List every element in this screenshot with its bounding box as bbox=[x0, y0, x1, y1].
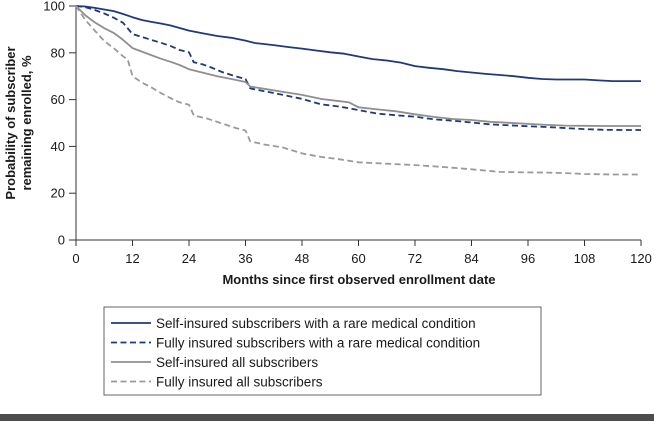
y-tick-label: 80 bbox=[51, 45, 65, 60]
x-tick-label: 84 bbox=[464, 251, 478, 266]
legend-label-4: Fully insured all subscribers bbox=[156, 375, 323, 390]
axes: 0 20 40 60 80 100 0 12 24 36 48 60 72 84 96 108 120 bbox=[43, 0, 652, 266]
x-tick-label: 96 bbox=[521, 251, 535, 266]
series-line-2 bbox=[75, 5, 641, 131]
y-tick-label: 20 bbox=[51, 186, 65, 201]
plot-lines bbox=[75, 5, 641, 176]
y-tick-label: 100 bbox=[43, 0, 65, 14]
x-tick-label: 108 bbox=[574, 251, 596, 266]
y-tick-label: 60 bbox=[51, 92, 65, 107]
series-line-4 bbox=[75, 5, 641, 176]
series-line-1 bbox=[75, 5, 641, 82]
y-tick-label: 0 bbox=[58, 233, 65, 248]
y-axis-title-line-1: Probability of subscriber bbox=[3, 46, 18, 199]
x-tick-label: 24 bbox=[182, 251, 196, 266]
x-tick-label: 36 bbox=[238, 251, 252, 266]
legend: Self-insured subscribers with a rare med… bbox=[103, 306, 542, 396]
x-tick-label: 60 bbox=[351, 251, 365, 266]
legend-label-3: Self-insured all subscribers bbox=[156, 355, 318, 370]
x-tick-label: 72 bbox=[408, 251, 422, 266]
x-axis-title: Months since first observed enrollment d… bbox=[222, 272, 495, 287]
x-tick-label: 12 bbox=[125, 251, 139, 266]
x-tick-label: 0 bbox=[72, 251, 79, 266]
y-tick-label: 40 bbox=[51, 139, 65, 154]
legend-label-1: Self-insured subscribers with a rare med… bbox=[156, 316, 476, 331]
legend-label-2: Fully insured subscribers with a rare me… bbox=[156, 336, 480, 351]
x-tick-label: 48 bbox=[295, 251, 309, 266]
y-axis-title-line-2: remaining enrolled, % bbox=[19, 55, 34, 191]
legend-box bbox=[103, 306, 542, 396]
series-line-3 bbox=[75, 5, 641, 127]
y-axis-title: Probability of subscriber remaining enro… bbox=[3, 46, 34, 199]
footer-bar bbox=[0, 414, 654, 421]
x-tick-label: 120 bbox=[630, 251, 652, 266]
